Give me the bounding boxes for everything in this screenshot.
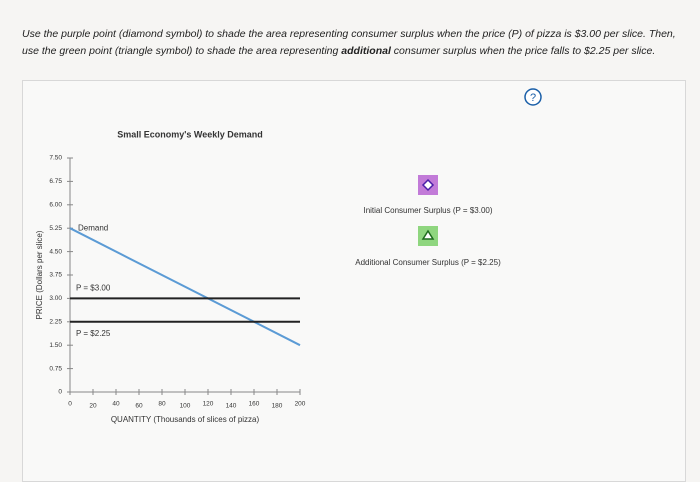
x-tick-label: 200	[295, 401, 306, 408]
tool-triangle[interactable]	[418, 226, 438, 246]
y-tick-label: 5.25	[49, 225, 62, 232]
y-tick-label: 4.50	[49, 248, 62, 255]
y-tick-label: 6.00	[49, 202, 62, 209]
page: Use the purple point (diamond symbol) to…	[22, 26, 692, 482]
x-tick-label: 100	[180, 403, 191, 410]
y-tick-label: 3.75	[49, 272, 62, 279]
x-tick-label: 140	[226, 403, 237, 410]
x-tick-label: 0	[68, 401, 72, 408]
demand-curve	[69, 227, 301, 347]
instruction-text: Use the purple point (diamond symbol) to…	[22, 28, 676, 57]
diamond-icon[interactable]	[421, 178, 435, 192]
x-tick-label: 180	[272, 403, 283, 410]
tool-label: Additional Consumer Surplus (P = $2.25)	[355, 258, 501, 267]
y-tick-label: 0	[58, 389, 62, 396]
x-tick-label: 20	[89, 403, 97, 410]
y-tick-label: 1.50	[49, 342, 62, 349]
help-button[interactable]: ?	[524, 88, 542, 106]
y-axis-title: PRICE (Dollars per slice)	[35, 230, 44, 319]
chart-title: Small Economy's Weekly Demand	[117, 129, 263, 139]
instructions: Use the purple point (diamond symbol) to…	[22, 26, 692, 60]
x-tick-label: 120	[203, 401, 214, 408]
y-tick-label: 2.25	[49, 319, 62, 326]
instruction-text: consumer surplus when the price falls to…	[390, 45, 656, 57]
chart: ? Small Economy's Weekly Demand PRICE (D…	[35, 88, 542, 424]
x-tick-label: 80	[158, 401, 166, 408]
y-tick-label: 0.75	[49, 365, 62, 372]
series-label: P = $2.25	[76, 329, 111, 338]
x-tick-label: 160	[249, 401, 260, 408]
help-icon[interactable]: ?	[530, 92, 536, 104]
graph-panel	[22, 80, 686, 482]
triangle-icon[interactable]	[421, 229, 435, 240]
help-circle[interactable]	[524, 88, 542, 106]
tool-label: Initial Consumer Surplus (P = $3.00)	[363, 206, 492, 215]
instruction-bold: additional	[341, 45, 391, 57]
x-tick-label: 60	[135, 403, 143, 410]
series-label: Demand	[78, 223, 108, 232]
x-tick-label: 40	[112, 401, 120, 408]
y-tick-label: 3.00	[49, 295, 62, 302]
y-tick-label: 7.50	[49, 155, 62, 162]
y-tick-label: 6.75	[49, 178, 62, 185]
tool-diamond[interactable]	[418, 175, 438, 195]
x-axis-title: QUANTITY (Thousands of slices of pizza)	[111, 415, 260, 424]
series-label: P = $3.00	[76, 284, 111, 293]
